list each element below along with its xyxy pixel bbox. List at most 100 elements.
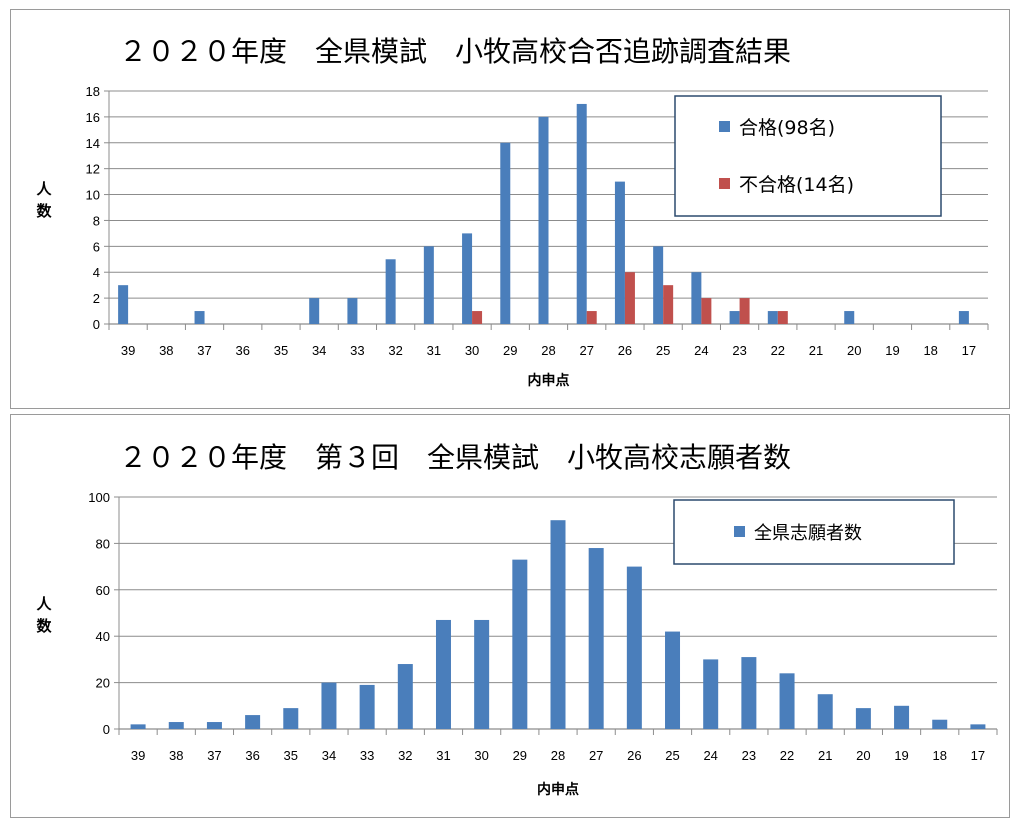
legend-label-1: 全県志願者数 (754, 523, 862, 544)
x-tick-label: 24 (703, 748, 717, 763)
x-tick-label: 25 (656, 343, 670, 358)
x-tick-label: 22 (771, 343, 785, 358)
x-tick-label: 34 (312, 343, 326, 358)
bar-1-34 (321, 682, 337, 729)
chart-panel-1: ２０２０年度 全県模試 小牧高校合否追跡調査結果 0 2 4 6 8 10 12 14 16 18 3… (10, 9, 1010, 409)
bar-1-20 (855, 708, 871, 729)
y-tick-label: 100 (88, 490, 110, 505)
bar-1-24 (691, 272, 702, 324)
x-tick-label: 20 (856, 748, 870, 763)
x-tick-label: 33 (350, 343, 364, 358)
x-tick-label: 18 (933, 748, 947, 763)
bar-1-28 (538, 116, 549, 324)
x-tick-label: 36 (236, 343, 250, 358)
x-tick-label: 20 (847, 343, 861, 358)
x-tick-label: 36 (245, 748, 259, 763)
bar-1-26 (626, 566, 642, 729)
y-tick-label: 20 (96, 676, 110, 691)
bar-1-24 (703, 659, 719, 729)
bar-1-39 (118, 285, 129, 324)
bar-1-22 (767, 311, 778, 324)
x-tick-label: 29 (513, 748, 527, 763)
bar-1-30 (474, 619, 490, 729)
legend-swatch-2 (719, 178, 730, 189)
bar-1-20 (844, 311, 855, 324)
bar-1-19 (894, 705, 910, 729)
x-tick-label: 30 (465, 343, 479, 358)
y-tick-label: 4 (93, 265, 100, 280)
bar-1-33 (359, 684, 375, 729)
y-tick-label: 40 (96, 629, 110, 644)
x-tick-label: 17 (962, 343, 976, 358)
x-tick-label: 38 (159, 343, 173, 358)
y-tick-label: 80 (96, 536, 110, 551)
y-tick-label: 16 (86, 110, 100, 125)
bar-1-37 (194, 311, 205, 324)
legend-label-2: 不合格(14名) (739, 174, 854, 196)
bar-2-27 (586, 311, 597, 324)
bar-1-28 (550, 520, 566, 729)
x-tick-label: 28 (541, 343, 555, 358)
x-tick-label: 38 (169, 748, 183, 763)
x-tick-label: 34 (322, 748, 336, 763)
bar-1-30 (462, 233, 473, 324)
y-tick-label: 10 (86, 188, 100, 203)
x-tick-label: 23 (732, 343, 746, 358)
x-tick-label: 26 (618, 343, 632, 358)
y-tick-label: 12 (86, 162, 100, 177)
bar-1-17 (970, 724, 986, 729)
x-tick-label: 24 (694, 343, 708, 358)
bar-1-17 (958, 311, 969, 324)
bar-1-25 (665, 631, 681, 729)
x-tick-label: 18 (923, 343, 937, 358)
legend-swatch-1 (734, 526, 745, 537)
x-tick-label: 21 (818, 748, 832, 763)
bar-1-23 (741, 657, 757, 729)
x-tick-label: 27 (579, 343, 593, 358)
x-tick-label: 26 (627, 748, 641, 763)
y-axis-label: 人数 (36, 595, 52, 635)
bar-1-39 (130, 724, 146, 729)
bar-1-31 (435, 619, 451, 729)
x-tick-label: 31 (436, 748, 450, 763)
bar-1-25 (653, 246, 664, 324)
bar-1-23 (729, 311, 740, 324)
x-tick-label: 23 (742, 748, 756, 763)
y-axis-label: 人数 (36, 180, 52, 220)
chart-title: ２０２０年度 第３回 全県模試 小牧高校志願者数 (119, 441, 791, 474)
bar-1-32 (385, 259, 396, 324)
bar-1-38 (168, 722, 184, 729)
bar-2-26 (624, 272, 635, 324)
bar-1-18 (932, 719, 948, 729)
x-tick-label: 37 (197, 343, 211, 358)
x-tick-label: 22 (780, 748, 794, 763)
x-tick-label: 29 (503, 343, 517, 358)
bar-1-31 (423, 246, 434, 324)
bar-2-25 (663, 285, 674, 324)
bar-1-36 (245, 715, 261, 729)
chart-panel-2: ２０２０年度 第３回 全県模試 小牧高校志願者数 0 20 40 60 80 100 39 38… (10, 414, 1010, 818)
y-tick-label: 14 (86, 136, 100, 151)
y-tick-label: 8 (93, 213, 100, 228)
x-tick-label: 32 (388, 343, 402, 358)
x-tick-label: 35 (274, 343, 288, 358)
x-tick-label: 31 (427, 343, 441, 358)
x-tick-label: 30 (474, 748, 488, 763)
bar-1-22 (779, 673, 795, 729)
x-tick-label: 33 (360, 748, 374, 763)
x-tick-label: 25 (665, 748, 679, 763)
x-tick-label: 28 (551, 748, 565, 763)
x-tick-label: 17 (971, 748, 985, 763)
x-tick-label: 27 (589, 748, 603, 763)
y-tick-label: 0 (103, 722, 110, 737)
bar-1-21 (817, 694, 833, 729)
bar-2-23 (739, 298, 750, 324)
legend-box (674, 95, 942, 217)
bar-2-30 (472, 311, 483, 324)
legend-label-1: 合格(98名) (739, 117, 835, 139)
x-tick-label: 39 (131, 748, 145, 763)
chart-2: ２０２０年度 第３回 全県模試 小牧高校志願者数 0 20 40 60 80 100 39 38… (36, 441, 998, 798)
bar-1-26 (614, 181, 625, 324)
legend-swatch-1 (719, 121, 730, 132)
bar-1-35 (283, 708, 299, 729)
